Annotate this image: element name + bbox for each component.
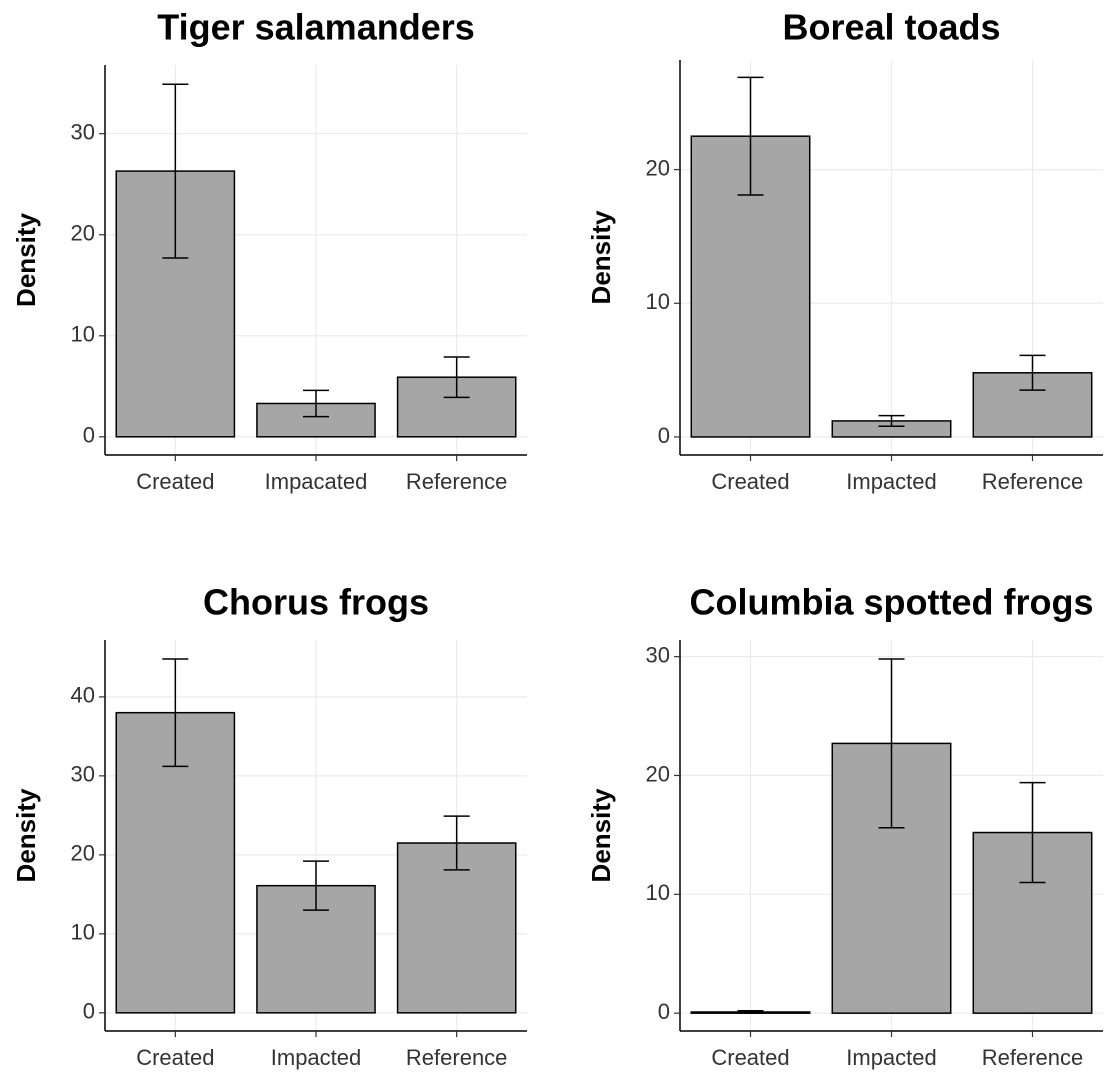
y-tick-label: 10: [646, 289, 670, 314]
y-tick-label: 30: [646, 642, 670, 667]
x-tick-label: Created: [711, 469, 789, 494]
y-tick-label: 20: [71, 841, 95, 866]
x-tick-label: Created: [136, 1045, 214, 1070]
error-bar: [303, 860, 329, 911]
x-tick-label: Created: [711, 1045, 789, 1070]
y-tick-label: 0: [83, 999, 95, 1024]
chart-title: Columbia spotted frogs: [690, 582, 1094, 623]
x-tick-label: Created: [136, 469, 214, 494]
x-tick-label: Impacated: [265, 469, 368, 494]
y-axis-title: Density: [586, 788, 616, 882]
y-tick-label: 30: [71, 120, 95, 145]
bar: [396, 842, 517, 1014]
error-bar: [878, 414, 905, 428]
y-tick-label: 10: [646, 880, 670, 905]
y-tick-label: 0: [658, 423, 670, 448]
x-tick-label: Reference: [406, 1045, 508, 1070]
error-bar: [737, 76, 764, 196]
y-tick-label: 0: [658, 999, 670, 1024]
x-tick-label: Reference: [982, 1045, 1084, 1070]
x-tick-label: Impacted: [271, 1045, 362, 1070]
error-bar: [443, 815, 470, 871]
error-bar: [162, 83, 189, 259]
error-bar: [303, 389, 329, 418]
x-tick-label: Impacted: [846, 1045, 937, 1070]
y-axis-title: Density: [11, 213, 41, 307]
y-tick-label: 20: [646, 155, 670, 180]
chart-title: Tiger salamanders: [157, 7, 475, 48]
y-tick-label: 30: [71, 762, 95, 787]
error-bar: [162, 658, 189, 768]
y-tick-label: 10: [71, 322, 95, 347]
y-tick-label: 20: [646, 761, 670, 786]
y-tick-label: 20: [71, 221, 95, 246]
x-tick-label: Impacted: [846, 469, 937, 494]
x-tick-label: Reference: [406, 469, 508, 494]
error-bar: [737, 1010, 764, 1014]
y-axis-title: Density: [586, 210, 616, 304]
error-bar: [443, 356, 470, 399]
y-tick-label: 40: [71, 683, 95, 708]
x-tick-label: Reference: [982, 469, 1084, 494]
error-bar: [1019, 354, 1046, 391]
error-bar: [878, 658, 905, 829]
chart-title: Chorus frogs: [203, 582, 429, 623]
y-tick-label: 10: [71, 920, 95, 945]
y-axis-title: Density: [11, 788, 41, 882]
y-tick-label: 0: [83, 423, 95, 448]
chart-title: Boreal toads: [782, 7, 1000, 48]
error-bar: [1019, 781, 1046, 884]
